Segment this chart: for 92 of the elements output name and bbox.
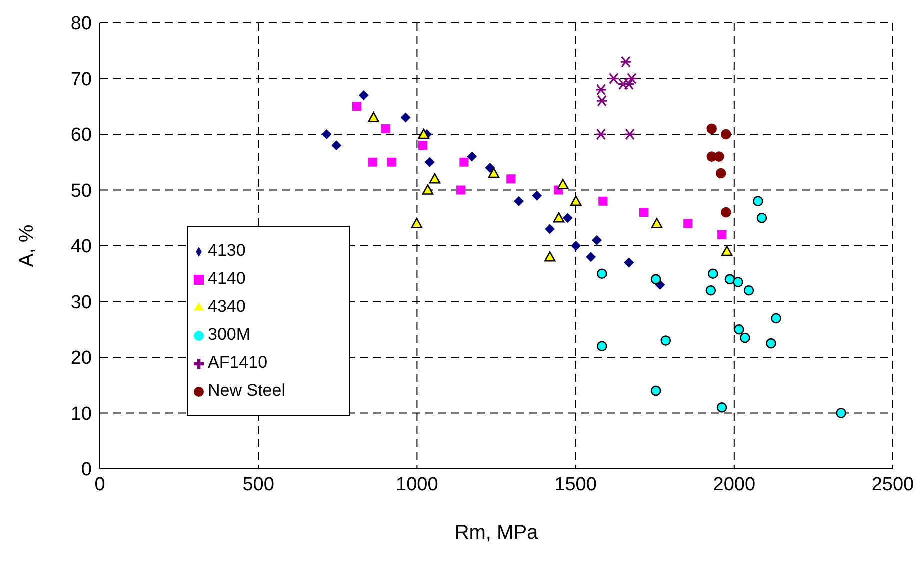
point (562, 213, 573, 224)
x-tick-label: 1000 (396, 474, 438, 496)
point (544, 252, 556, 262)
point (721, 129, 732, 140)
legend-label: 4130 (208, 241, 246, 260)
point (650, 274, 662, 285)
point (620, 56, 632, 68)
y-tick-label: 10 (70, 404, 92, 425)
point (595, 128, 607, 140)
point (740, 332, 750, 344)
point (387, 158, 396, 167)
point (718, 230, 727, 240)
point (488, 168, 500, 178)
point (332, 140, 342, 151)
point (422, 184, 434, 195)
point (771, 313, 782, 324)
point (358, 90, 369, 100)
point (460, 158, 469, 167)
point (624, 258, 634, 268)
point (624, 128, 636, 140)
point (733, 277, 744, 288)
point (592, 235, 602, 246)
point (714, 152, 724, 162)
x-tick-label: 2500 (872, 474, 914, 496)
point (684, 219, 693, 228)
point (651, 218, 663, 228)
point (532, 190, 542, 201)
x-tick-label: 1500 (554, 474, 597, 496)
point (322, 130, 332, 140)
point (586, 252, 596, 262)
point (595, 84, 607, 96)
y-tick-label: 70 (70, 69, 92, 90)
point (706, 124, 718, 134)
point (734, 324, 744, 335)
legend-label: 300M (208, 325, 251, 344)
y-axis-title: A, % (16, 224, 38, 268)
x-tick-label: 2000 (713, 474, 756, 496)
y-tick-label: 50 (70, 180, 92, 202)
point (514, 196, 524, 206)
point (716, 402, 728, 413)
legend-label: New Steel (208, 381, 286, 400)
point (836, 408, 846, 418)
point (596, 95, 608, 107)
point (418, 128, 430, 140)
y-tick-label: 0 (81, 460, 92, 481)
point (571, 241, 582, 251)
legend-label: 4340 (208, 297, 246, 316)
point (623, 78, 635, 90)
point (744, 285, 754, 296)
point (716, 168, 726, 179)
point (598, 196, 608, 206)
point (650, 386, 662, 396)
x-axis-title: Rm, MPa (454, 522, 540, 544)
point (467, 152, 478, 162)
point (368, 112, 380, 122)
point (596, 341, 608, 352)
y-tick-label: 40 (70, 236, 92, 258)
point (545, 224, 556, 234)
point (570, 196, 582, 206)
point (352, 102, 362, 112)
legend-label: AF1410 (208, 353, 268, 372)
point (753, 196, 764, 207)
point (400, 112, 411, 123)
point (706, 285, 716, 296)
point (640, 208, 648, 218)
point (429, 173, 441, 184)
point (411, 218, 423, 228)
point (368, 158, 378, 167)
point (596, 268, 608, 280)
point (418, 141, 428, 150)
point (456, 186, 466, 195)
point (485, 162, 496, 173)
point (660, 336, 672, 346)
x-tick-label: 0 (94, 474, 106, 496)
point (721, 246, 733, 256)
y-tick-label: 30 (70, 292, 92, 314)
point (506, 174, 516, 184)
point (608, 72, 620, 85)
y-tick-label: 20 (70, 348, 92, 370)
point (557, 179, 569, 190)
point (724, 274, 736, 285)
point (708, 268, 718, 280)
point (424, 157, 435, 168)
y-tick-label: 80 (70, 14, 92, 35)
point (553, 212, 565, 223)
x-tick-label: 500 (242, 474, 274, 496)
point (756, 212, 768, 224)
point (381, 124, 390, 134)
y-tick-label: 60 (70, 125, 92, 146)
point (721, 207, 732, 218)
point (766, 338, 776, 349)
legend-label: 4140 (208, 269, 246, 288)
